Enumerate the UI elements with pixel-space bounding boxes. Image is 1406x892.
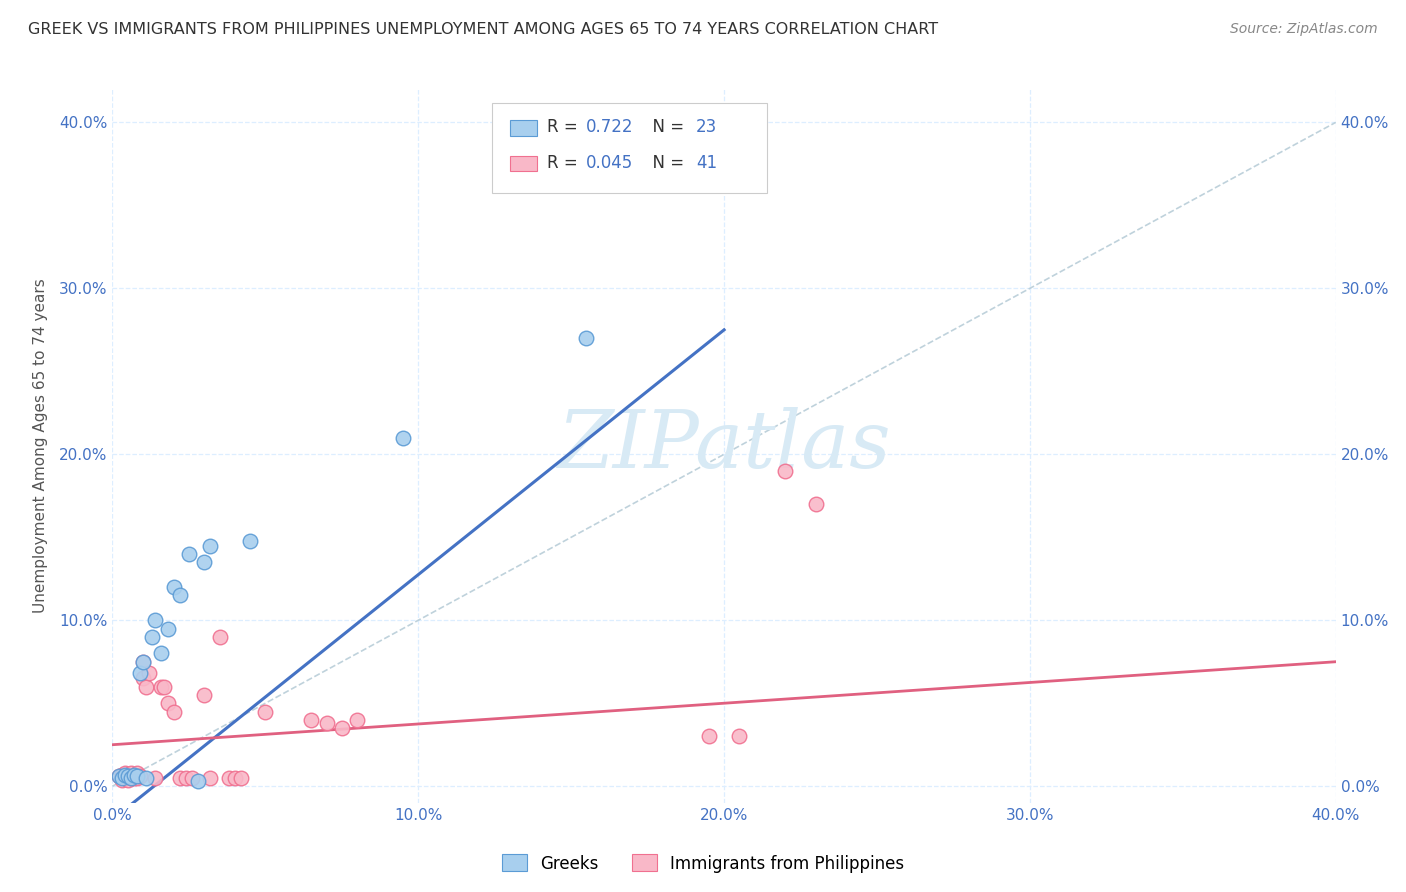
Point <box>111 772 134 787</box>
Point <box>239 533 262 548</box>
FancyBboxPatch shape <box>510 155 537 171</box>
Point <box>141 630 163 644</box>
Text: R =: R = <box>547 153 582 171</box>
Point <box>143 613 166 627</box>
Point <box>122 767 145 781</box>
Text: 0.722: 0.722 <box>586 118 633 136</box>
Point <box>129 769 152 783</box>
Point <box>125 771 148 785</box>
Text: ZIPatlas: ZIPatlas <box>557 408 891 484</box>
Point <box>218 771 240 785</box>
Point <box>208 630 231 644</box>
Point <box>697 730 720 744</box>
Point <box>153 680 176 694</box>
Point <box>775 464 797 478</box>
Point <box>229 771 252 785</box>
Point <box>315 716 337 731</box>
Point <box>200 539 222 553</box>
Point <box>114 771 136 785</box>
Point <box>125 769 148 783</box>
Point <box>125 766 148 780</box>
Point <box>120 766 142 780</box>
Point <box>346 713 368 727</box>
Point <box>200 771 222 785</box>
Point <box>254 705 277 719</box>
Point <box>150 647 173 661</box>
Point <box>728 730 751 744</box>
FancyBboxPatch shape <box>510 120 537 136</box>
Point <box>575 331 598 345</box>
Point <box>193 555 215 569</box>
Point <box>120 771 142 785</box>
Text: 0.045: 0.045 <box>586 153 633 171</box>
Legend: Greeks, Immigrants from Philippines: Greeks, Immigrants from Philippines <box>495 847 911 880</box>
FancyBboxPatch shape <box>492 103 766 193</box>
Point <box>177 547 200 561</box>
Point <box>111 771 134 785</box>
Text: 23: 23 <box>696 118 717 136</box>
Point <box>107 769 129 783</box>
Point <box>181 771 204 785</box>
Point <box>224 771 246 785</box>
Text: R =: R = <box>547 118 582 136</box>
Text: 41: 41 <box>696 153 717 171</box>
Point <box>169 588 191 602</box>
Point <box>132 671 155 685</box>
Point <box>135 680 157 694</box>
Point <box>187 774 209 789</box>
Point <box>299 713 322 727</box>
Text: N =: N = <box>643 118 689 136</box>
Point <box>174 771 197 785</box>
Point <box>129 666 152 681</box>
Point <box>122 769 145 783</box>
Text: Source: ZipAtlas.com: Source: ZipAtlas.com <box>1230 22 1378 37</box>
Point <box>114 766 136 780</box>
Point <box>163 580 186 594</box>
Text: GREEK VS IMMIGRANTS FROM PHILIPPINES UNEMPLOYMENT AMONG AGES 65 TO 74 YEARS CORR: GREEK VS IMMIGRANTS FROM PHILIPPINES UNE… <box>28 22 938 37</box>
Point <box>120 771 142 785</box>
Point <box>169 771 191 785</box>
Point <box>132 655 155 669</box>
Point <box>132 655 155 669</box>
Point <box>163 705 186 719</box>
Point <box>150 680 173 694</box>
Point <box>156 622 179 636</box>
Point <box>156 696 179 710</box>
Point <box>804 497 827 511</box>
Y-axis label: Unemployment Among Ages 65 to 74 years: Unemployment Among Ages 65 to 74 years <box>32 278 48 614</box>
Point <box>143 771 166 785</box>
Point <box>330 721 353 735</box>
Point <box>117 769 139 783</box>
Point <box>114 767 136 781</box>
Point <box>138 666 160 681</box>
Point <box>193 688 215 702</box>
Point <box>135 771 157 785</box>
Point <box>107 769 129 783</box>
Point <box>122 771 145 785</box>
Point <box>111 767 134 781</box>
Text: N =: N = <box>643 153 689 171</box>
Point <box>392 431 415 445</box>
Point <box>117 772 139 787</box>
Point <box>117 767 139 781</box>
